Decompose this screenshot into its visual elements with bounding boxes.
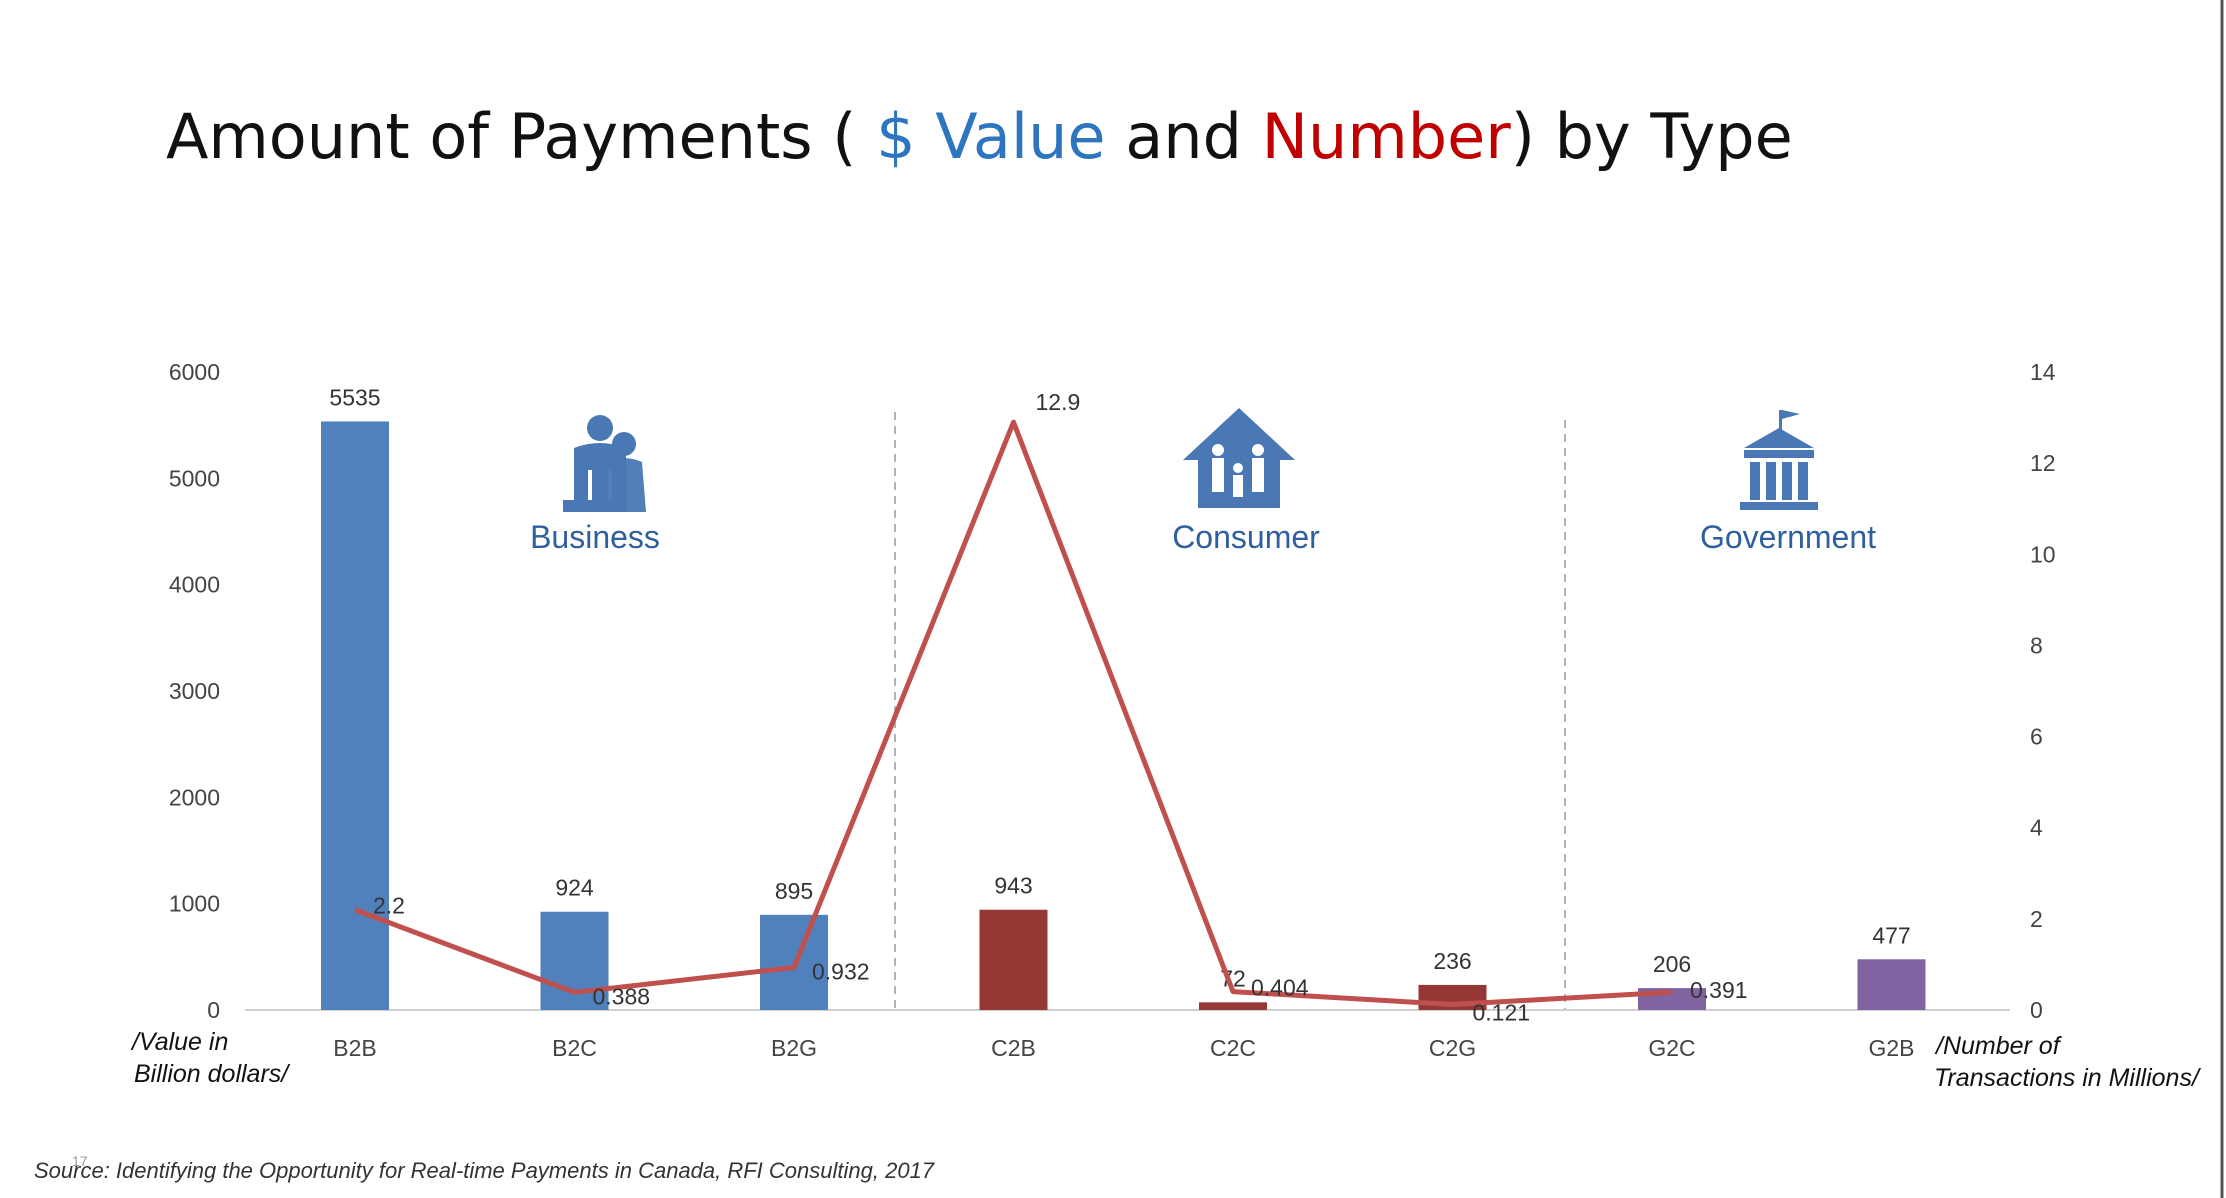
left-tick-label: 3000 — [169, 678, 220, 704]
line-value-label: 0.388 — [593, 983, 651, 1009]
right-tick-label: 4 — [2030, 815, 2043, 841]
group-label-business: Business — [530, 519, 660, 555]
page-number: 17 — [72, 1153, 88, 1169]
source-citation: Source: Identifying the Opportunity for … — [34, 1158, 935, 1183]
bar-c2b — [979, 909, 1048, 1010]
left-tick-label: 6000 — [169, 359, 220, 385]
bar-value-label: 477 — [1872, 922, 1910, 948]
x-tick-label: C2G — [1429, 1035, 1476, 1061]
left-tick-label: 0 — [207, 997, 220, 1023]
x-tick-label: B2C — [552, 1035, 597, 1061]
line-value-label: 2.2 — [373, 893, 405, 919]
business-people-icon — [563, 415, 646, 512]
line-value-label: 12.9 — [1036, 389, 1081, 415]
bar-value-label: 924 — [555, 875, 594, 901]
family-house-icon — [1183, 408, 1295, 508]
bar-value-label: 236 — [1433, 948, 1471, 974]
x-tick-label: B2G — [771, 1035, 817, 1061]
right-axis-note-line1: /Number of — [1934, 1032, 2063, 1060]
left-tick-label: 5000 — [169, 465, 220, 491]
group-label-government: Government — [1700, 519, 1876, 555]
right-tick-label: 8 — [2030, 632, 2043, 658]
left-axis-note-line1: /Value in — [130, 1028, 228, 1056]
chart-title: Amount of Payments ( $ Value and Number)… — [166, 100, 1793, 173]
bar-value-label: 206 — [1653, 951, 1691, 977]
right-tick-label: 10 — [2030, 541, 2056, 567]
right-tick-label: 14 — [2030, 359, 2056, 385]
bar-b2b — [321, 421, 389, 1010]
x-tick-label: G2C — [1648, 1035, 1695, 1061]
x-tick-label: G2B — [1868, 1035, 1914, 1061]
x-axis-labels: B2B B2C B2G C2B C2C C2G G2C G2B — [333, 1035, 1914, 1061]
right-axis-note-line2: Transactions in Millions/ — [1934, 1064, 2202, 1092]
transactions-line — [354, 419, 1673, 1007]
right-tick-label: 6 — [2030, 724, 2043, 750]
bar-value-label: 895 — [775, 878, 813, 904]
line-value-label: 0.391 — [1690, 977, 1748, 1003]
government-building-icon — [1740, 410, 1818, 510]
group-label-consumer: Consumer — [1172, 519, 1320, 555]
right-tick-label: 12 — [2030, 450, 2056, 476]
x-tick-label: C2B — [991, 1035, 1036, 1061]
right-axis: 0 2 4 6 8 10 12 14 — [2030, 359, 2056, 1023]
left-tick-label: 2000 — [169, 784, 220, 810]
bar-value-label: 943 — [994, 873, 1032, 899]
line-series: 2.2 0.388 0.932 12.9 0.404 0.121 0.391 — [354, 389, 1748, 1025]
x-tick-label: C2C — [1210, 1035, 1256, 1061]
bar-g2b — [1857, 959, 1926, 1010]
left-tick-label: 1000 — [169, 891, 220, 917]
line-value-label: 0.404 — [1251, 975, 1309, 1001]
left-axis: 0 1000 2000 3000 4000 5000 6000 — [169, 359, 220, 1023]
line-value-label: 0.121 — [1473, 999, 1531, 1025]
bar-c2c — [1199, 1002, 1267, 1010]
left-tick-label: 4000 — [169, 572, 220, 598]
left-axis-note-line2: Billion dollars/ — [134, 1060, 291, 1088]
line-value-label: 0.932 — [812, 959, 870, 985]
right-tick-label: 0 — [2030, 997, 2043, 1023]
right-tick-label: 2 — [2030, 906, 2043, 932]
bar-value-label: 5535 — [329, 384, 380, 410]
x-tick-label: B2B — [333, 1035, 376, 1061]
